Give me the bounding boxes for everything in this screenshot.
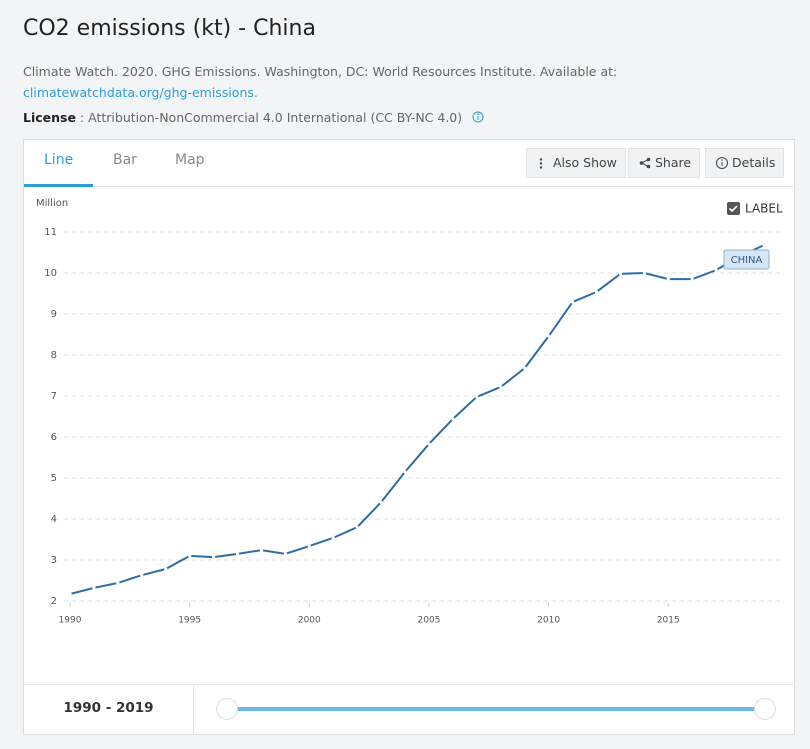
license-text: : Attribution-NonCommercial 4.0 Internat… <box>79 110 463 125</box>
details-button[interactable]: Details <box>705 148 785 178</box>
tab[interactable]: Map <box>175 152 205 168</box>
tab-indicator <box>24 184 93 187</box>
range-label: 1990 - 2019 <box>63 700 154 716</box>
tab[interactable]: Line <box>44 152 74 168</box>
tab-divider <box>24 186 793 187</box>
tab[interactable]: Bar <box>113 152 137 168</box>
button-label: Also Show <box>553 155 617 170</box>
license-label: License <box>23 110 76 125</box>
slider-handle[interactable] <box>216 698 238 720</box>
license: License : Attribution-NonCommercial 4.0 … <box>23 107 783 128</box>
slider-track <box>228 707 766 711</box>
source: Climate Watch. 2020. GHG Emissions. Wash… <box>23 61 783 103</box>
button-label: Share <box>655 155 692 170</box>
source-link[interactable]: climatewatchdata.org/ghg-emissions. <box>23 85 258 100</box>
range-divider <box>24 684 793 685</box>
slider-handle[interactable] <box>754 698 776 720</box>
share-button[interactable]: Share <box>628 148 701 178</box>
info-icon[interactable] <box>472 111 484 123</box>
chart-card <box>23 139 795 735</box>
also-show-button[interactable]: Also Show <box>526 148 626 178</box>
range-divider <box>193 685 194 733</box>
source-text: Climate Watch. 2020. GHG Emissions. Wash… <box>23 64 618 79</box>
button-label: Details <box>732 155 776 170</box>
page-title: CO2 emissions (kt) - China <box>23 16 316 41</box>
